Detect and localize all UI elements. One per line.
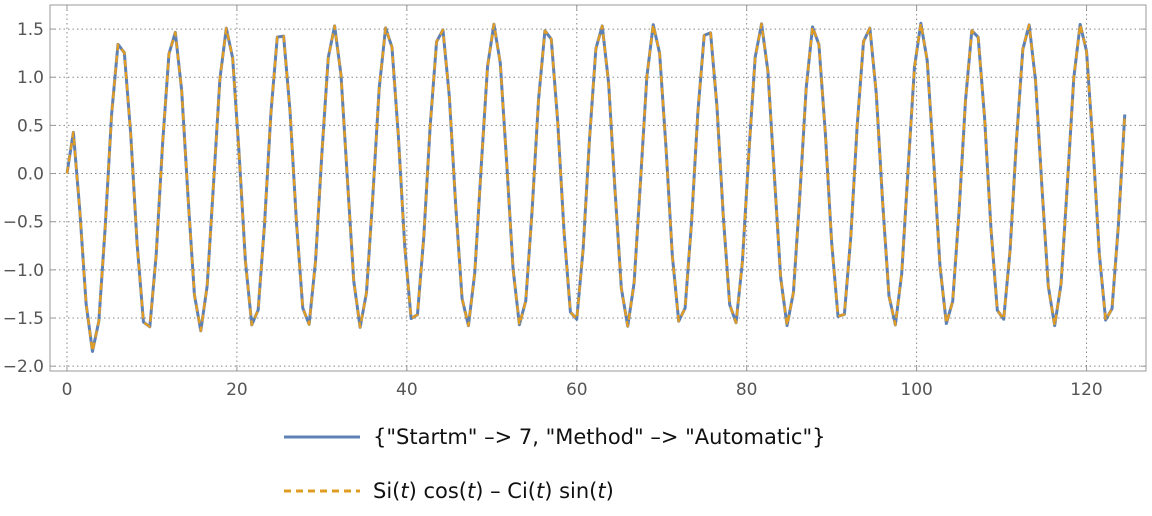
legend-label-part-2: ) cos( [409,479,467,503]
legend-label-part-8: ) [606,479,614,503]
legend-label-part-1: t [400,479,409,503]
frame-box [49,4,1147,372]
y-tick-label-5: 0.5 [17,116,44,136]
y-axis: −2.0 −1.5 −1.0 −0.5 0.0 0.5 1.0 1.5 [3,20,1146,377]
legend-label-part-4: ) – Ci( [475,479,536,503]
y-tick-label-4: 0.0 [17,165,44,185]
series-line-1 [65,21,1127,353]
series-group [65,21,1127,353]
legend-label-part-5: t [536,479,545,503]
series-line-2 [65,22,1126,353]
x-tick-label-1: 20 [226,380,248,400]
legend-label-part-6: ) sin( [544,479,597,503]
legend-label-series-2: Si(t) cos(t) – Ci(t) sin(t) [373,479,614,503]
x-tick-label-5: 100 [900,380,932,400]
y-tick-label-2: −1.0 [3,261,44,281]
y-tick-label-7: 1.5 [17,20,44,40]
x-tick-label-3: 60 [566,380,588,400]
legend-label-series-1: {"Startm" –> 7, "Method" –> "Automatic"} [373,425,826,449]
plot-frame [49,4,1147,372]
legend-label-part-0: Si( [373,479,400,503]
x-tick-label-0: 0 [62,380,73,400]
x-tick-label-6: 120 [1070,380,1102,400]
y-tick-label-0: −2.0 [3,357,44,377]
legend-label-part-7: t [597,479,606,503]
legend-label-part-3: t [467,479,476,503]
y-tick-label-3: −0.5 [3,213,44,233]
y-tick-label-1: −1.5 [3,309,44,329]
x-tick-label-2: 40 [396,380,418,400]
x-tick-label-4: 80 [736,380,758,400]
legend: {"Startm" –> 7, "Method" –> "Automatic"}… [284,425,826,503]
y-tick-label-6: 1.0 [17,68,44,88]
x-axis: 0 20 40 60 80 100 120 [62,5,1103,400]
